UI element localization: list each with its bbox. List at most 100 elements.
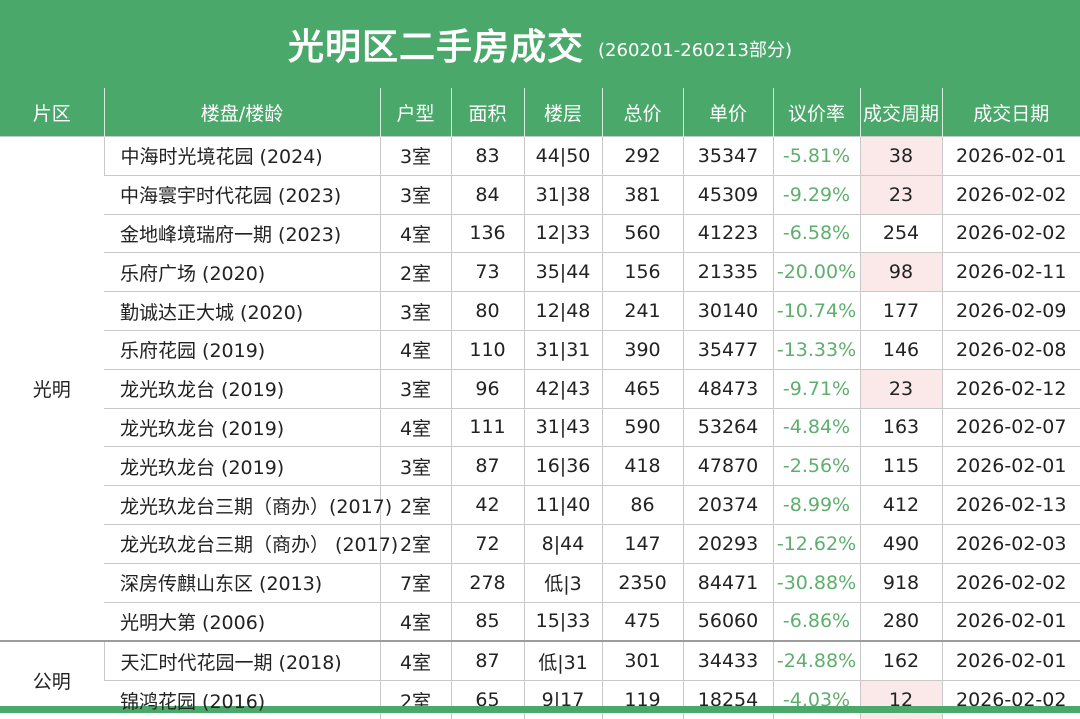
col-header-cycle: 成交周期 — [859, 88, 942, 137]
floor-cell: 12|48 — [523, 291, 602, 331]
total-cell: 381 — [601, 174, 683, 215]
table-row: 光明大第 (2006) 4室 85 15|33 475 56060 -6.86% 280 202… — [0, 601, 1080, 642]
layout-cell: 2室 — [379, 485, 451, 525]
cycle-cell: 98 — [859, 252, 942, 292]
col-header-date: 成交日期 — [941, 88, 1080, 137]
col-header-floor: 楼层 — [523, 88, 602, 137]
layout-cell: 4室 — [379, 329, 451, 370]
unit-cell: 41223 — [682, 213, 773, 253]
total-cell: 119 — [601, 680, 683, 719]
date-cell: 2026-02-11 — [941, 252, 1080, 292]
layout-cell: 2室 — [379, 523, 451, 564]
floor-cell: 低|3 — [523, 562, 602, 603]
unit-cell: 21335 — [682, 252, 773, 292]
table-row: 龙光玖龙台三期（商办） (2017) 2室 72 8|44 147 20293 -12.62… — [0, 523, 1080, 564]
total-cell: 86 — [601, 485, 683, 525]
table-row: 深房传麒山东区 (2013) 7室 278 低|3 2350 84471 -30.88% 91… — [0, 562, 1080, 603]
area-cell: 110 — [450, 329, 524, 370]
table-row: 乐府花园 (2019) 4室 110 31|31 390 35477 -13.33% 146 2… — [0, 329, 1080, 370]
date-cell: 2026-02-02 — [941, 680, 1080, 719]
cycle-cell: 254 — [859, 213, 942, 253]
name-text: 锦鸿花园 (2016) — [120, 690, 266, 713]
name-cell: 中海时光境花园 (2024) — [103, 136, 380, 176]
floor-cell: 15|33 — [523, 601, 602, 642]
date-cell: 2026-02-01 — [941, 136, 1080, 176]
cycle-cell: 177 — [859, 291, 942, 331]
unit-cell: 84471 — [682, 562, 773, 603]
cycle-cell: 280 — [859, 601, 942, 642]
discount-cell: -9.29% — [772, 174, 860, 215]
name-cell: 龙光玖龙台三期（商办）(2017) — [104, 485, 392, 525]
floor-cell: 44|50 — [523, 136, 602, 176]
name-cell: 乐府广场 (2020) — [104, 252, 380, 292]
cycle-cell: 490 — [859, 523, 942, 564]
page-subtitle: (260201-260213部分) — [598, 40, 792, 61]
layout-cell: 4室 — [379, 601, 451, 642]
area-cell: 72 — [450, 523, 524, 564]
unit-cell: 56060 — [682, 601, 773, 642]
name-text: 龙光玖龙台 (2019) — [120, 417, 285, 440]
name-cell: 龙光玖龙台 (2019) — [104, 446, 380, 486]
bottom-bar — [0, 706, 1080, 713]
date-cell: 2026-02-03 — [941, 523, 1080, 564]
date-cell: 2026-02-02 — [941, 174, 1080, 215]
table-row: 锦鸿花园 (2016) 2室 65 9|17 119 18254 -4.03% 12 2026-… — [0, 680, 1080, 719]
floor-cell: 42|43 — [523, 368, 602, 409]
discount-cell: -4.84% — [772, 407, 860, 447]
layout-cell: 4室 — [379, 213, 451, 253]
table-row: 公明 天汇时代花园一期 (2018) 4室 87 低|31 301 34433 -24.88%… — [0, 640, 1080, 719]
area-cell: 84 — [450, 174, 524, 215]
name-cell: 龙光玖龙台 (2019) — [104, 368, 380, 409]
date-cell: 2026-02-01 — [941, 640, 1080, 681]
name-text: 龙光玖龙台三期（商办）(2017) — [120, 495, 393, 518]
area-cell: 80 — [450, 291, 524, 331]
district-cell: 光明 — [0, 136, 104, 642]
table-row: 勤诚达正大城 (2020) 3室 80 12|48 241 30140 -10.74% 177… — [0, 291, 1080, 331]
col-header-discount: 议价率 — [772, 88, 860, 137]
col-header-name: 楼盘/楼龄 — [103, 88, 380, 137]
unit-cell: 45309 — [682, 174, 773, 215]
layout-cell: 4室 — [379, 640, 451, 681]
layout-cell: 3室 — [379, 446, 451, 486]
area-cell: 65 — [450, 680, 524, 719]
discount-cell: -6.58% — [772, 213, 860, 253]
total-cell: 156 — [601, 252, 683, 292]
name-text: 中海时光境花园 (2024) — [120, 146, 323, 169]
name-cell: 龙光玖龙台 (2019) — [104, 407, 380, 447]
layout-cell: 3室 — [379, 136, 451, 176]
discount-cell: -12.62% — [772, 523, 860, 564]
area-cell: 87 — [450, 640, 524, 681]
cycle-cell: 115 — [859, 446, 942, 486]
unit-cell: 30140 — [682, 291, 773, 331]
floor-cell: 31|43 — [523, 407, 602, 447]
table-row: 龙光玖龙台三期（商办）(2017) 2室 42 11|40 86 20374 -8.99% 4… — [0, 485, 1080, 525]
layout-cell: 3室 — [379, 368, 451, 409]
area-cell: 85 — [450, 601, 524, 642]
name-cell: 龙光玖龙台三期（商办） (2017) — [104, 523, 398, 564]
discount-cell: -8.99% — [772, 485, 860, 525]
cycle-cell: 146 — [859, 329, 942, 370]
name-cell: 中海寰宇时代花园 (2023) — [104, 174, 380, 215]
date-cell: 2026-02-07 — [941, 407, 1080, 447]
total-cell: 560 — [601, 213, 683, 253]
date-cell: 2026-02-01 — [941, 601, 1080, 642]
cycle-cell: 163 — [859, 407, 942, 447]
layout-cell: 3室 — [379, 174, 451, 215]
total-cell: 292 — [601, 136, 683, 176]
date-cell: 2026-02-13 — [941, 485, 1080, 525]
area-cell: 136 — [450, 213, 524, 253]
total-cell: 465 — [601, 368, 683, 409]
date-cell: 2026-02-01 — [941, 446, 1080, 486]
col-header-layout: 户型 — [379, 88, 451, 137]
discount-cell: -24.88% — [772, 640, 860, 681]
total-cell: 2350 — [601, 562, 683, 603]
unit-cell: 34433 — [682, 640, 773, 681]
title-bar: 光明区二手房成交 (260201-260213部分) — [0, 0, 1080, 88]
area-cell: 42 — [450, 485, 524, 525]
table-row: 乐府广场 (2020) 2室 73 35|44 156 21335 -20.00% 98 202… — [0, 252, 1080, 292]
unit-cell: 48473 — [682, 368, 773, 409]
unit-cell: 20293 — [682, 523, 773, 564]
cycle-cell: 23 — [859, 174, 942, 215]
cycle-cell: 12 — [859, 680, 942, 719]
floor-cell: 9|17 — [523, 680, 602, 719]
